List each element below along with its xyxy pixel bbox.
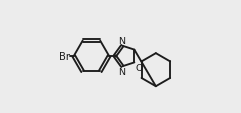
Text: N: N xyxy=(118,36,125,45)
Text: N: N xyxy=(118,67,125,76)
Text: O: O xyxy=(135,63,143,72)
Text: Br: Br xyxy=(59,52,70,61)
